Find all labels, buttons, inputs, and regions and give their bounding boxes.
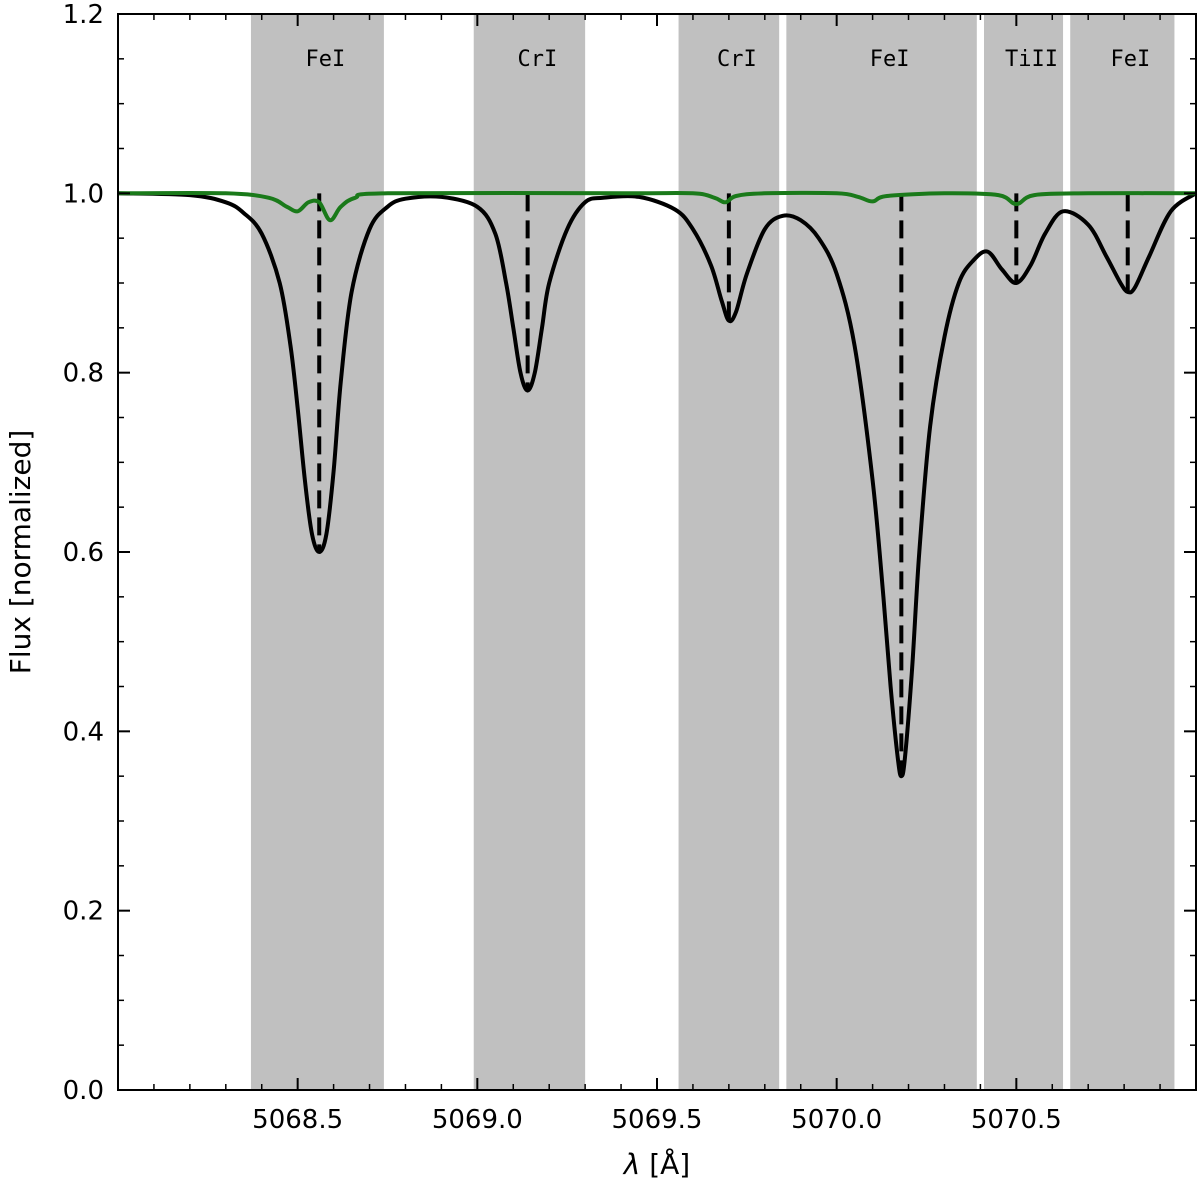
y-axis-label: Flux [normalized] [4,430,37,675]
x-tick-label: 5070.5 [971,1105,1062,1135]
region-label: CrI [717,47,757,72]
x-axis-label: λ [Å] [622,1147,690,1181]
x-tick-label: 5070.0 [791,1105,882,1135]
y-tick-label: 0.2 [63,897,104,927]
y-tick-label: 1.0 [63,179,104,209]
x-tick-label: 5069.0 [432,1105,523,1135]
axis-ticks: 5068.5 5069.0 5069.5 5070.0 5070.5 0.0 0.2 0.4 0… [63,0,1196,1135]
region-labels: FeI CrI CrI FeI TiII FeI [306,47,1151,72]
y-tick-label: 0.6 [63,538,104,568]
y-tick-label: 0.8 [63,359,104,389]
line-region-band [1070,14,1175,1090]
line-region-band [983,14,1064,1090]
x-tick-label: 5068.5 [252,1105,343,1135]
line-markers [317,193,1130,777]
x-axis-symbol: λ [622,1148,641,1181]
region-label: FeI [306,47,346,72]
region-label: FeI [1110,47,1150,72]
series-line [117,191,1198,779]
region-label: TiII [1005,47,1058,72]
y-tick-label: 1.2 [63,0,104,30]
series-line [117,190,1197,223]
region-label: FeI [870,47,910,72]
region-label: CrI [518,47,558,72]
x-tick-label: 5069.5 [612,1105,703,1135]
series-lines [117,190,1198,779]
y-tick-label: 0.0 [63,1076,104,1106]
x-axis-unit: [Å] [640,1147,690,1181]
y-tick-label: 0.4 [63,717,104,747]
line-region-band [473,14,586,1090]
line-regions [250,14,1175,1090]
line-region-band [678,14,780,1090]
